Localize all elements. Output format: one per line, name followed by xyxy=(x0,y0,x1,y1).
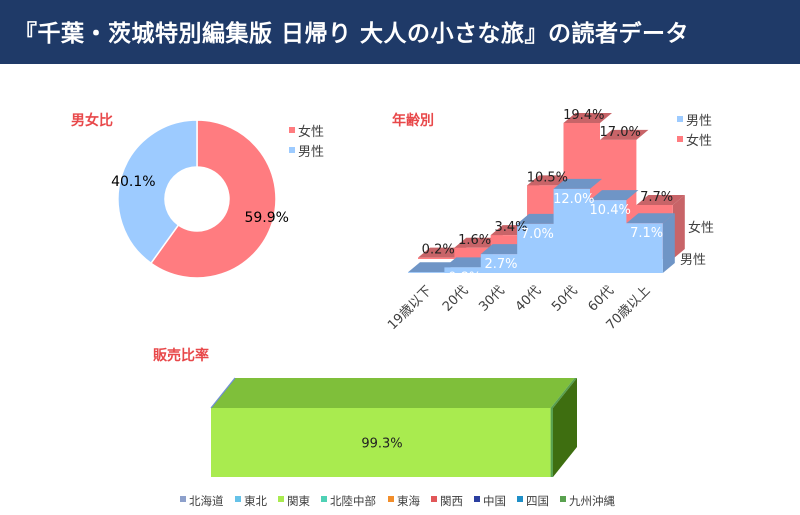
legend-label: 女性 xyxy=(298,124,324,140)
bar-segment-九州沖縄-top xyxy=(550,378,577,408)
area-step-top xyxy=(517,213,566,224)
legend-swatch xyxy=(321,496,327,502)
legend-label: 四国 xyxy=(526,494,549,508)
donut-data-label: 40.1% xyxy=(111,174,155,190)
area-step-top xyxy=(600,129,649,140)
area-side xyxy=(672,195,685,259)
area-data-label-female: 1.6% xyxy=(458,233,491,248)
legend-label: 北陸中部 xyxy=(330,494,376,508)
bar-edge xyxy=(210,377,236,409)
legend-label: 九州沖縄 xyxy=(569,494,615,508)
donut-slice-male xyxy=(117,119,198,265)
bar-segment-関東-top xyxy=(211,378,575,408)
area-category-label: 40代 xyxy=(513,283,544,314)
sales-legend: 北海道 東北 関東 北陸中部 東海 関西 中国 四国 九州沖縄 xyxy=(180,494,615,508)
area-step-top xyxy=(590,190,639,201)
area-step-top xyxy=(408,262,457,273)
legend-swatch xyxy=(677,116,683,122)
donut-slice-female xyxy=(149,119,277,279)
area-data-label-female: 7.7% xyxy=(640,190,673,205)
area-data-label-male: 0.1% xyxy=(412,275,445,290)
area-data-label-male: 7.0% xyxy=(521,227,554,242)
page-title: 『千葉・茨城特別編集版 日帰り 大人の小さな旅』の読者データ xyxy=(14,21,690,47)
legend-swatch xyxy=(431,496,437,502)
bar-segment-関東 xyxy=(211,408,551,477)
gender-donut-chart: 59.9% 40.1% xyxy=(111,119,289,279)
legend-label: 東海 xyxy=(397,494,420,508)
header-banner: 『千葉・茨城特別編集版 日帰り 大人の小さな旅』の読者データ xyxy=(0,0,800,64)
area-data-label-female: 3.4% xyxy=(494,220,527,235)
bar-side xyxy=(553,378,577,477)
area-step-top xyxy=(563,113,612,123)
area-data-label-female: 10.5% xyxy=(527,170,568,185)
age-3d-area-chart: 0.2%1.6%3.4% 10.5% 19.4% 17.0% 7.7% 0.1% 0.8%2… xyxy=(385,108,714,333)
depth-axis-label: 男性 xyxy=(680,253,706,268)
legend-swatch xyxy=(180,496,186,502)
area-step-top xyxy=(626,213,675,224)
area-category-label: 30代 xyxy=(476,283,507,314)
legend-swatch xyxy=(278,496,284,502)
area-category-label: 60代 xyxy=(586,283,617,314)
bar-data-label: 99.3% xyxy=(361,437,402,452)
area-side xyxy=(662,213,675,273)
legend-label: 東北 xyxy=(244,494,267,508)
legend-swatch xyxy=(677,136,683,142)
gender-chart-title: 男女比 xyxy=(71,113,113,129)
depth-axis-label: 女性 xyxy=(688,220,714,236)
area-step-top xyxy=(444,257,493,268)
legend-label: 関西 xyxy=(440,494,463,508)
area-data-label-male: 7.1% xyxy=(630,226,663,241)
legend-label: 北海道 xyxy=(189,494,224,508)
sales-3d-bar-chart: 99.3% xyxy=(210,377,577,477)
legend-swatch xyxy=(517,496,523,502)
legend-swatch xyxy=(474,496,480,502)
area-data-label-male: 10.4% xyxy=(590,203,631,218)
legend-swatch xyxy=(235,496,241,502)
area-data-label-female: 19.4% xyxy=(563,108,604,123)
legend-swatch xyxy=(560,496,566,502)
area-data-label-female: 17.0% xyxy=(600,125,641,140)
age-chart-title: 年齢別 xyxy=(392,113,434,129)
donut-data-label: 59.9% xyxy=(244,210,288,226)
area-data-label-male: 12.0% xyxy=(553,192,594,207)
area-data-label-male: 2.7% xyxy=(484,257,517,272)
area-series-male xyxy=(408,178,675,273)
legend-label: 中国 xyxy=(483,494,506,508)
legend-swatch xyxy=(388,496,394,502)
legend-swatch xyxy=(289,147,295,153)
area-category-label: 50代 xyxy=(549,283,580,314)
area-step-top xyxy=(454,237,503,248)
legend-label: 男性 xyxy=(686,114,712,129)
area-step-top xyxy=(636,195,685,206)
legend-swatch xyxy=(289,127,295,133)
area-data-label-male: 0.8% xyxy=(448,270,481,285)
area-step-top xyxy=(480,244,530,255)
area-step-top xyxy=(418,247,467,258)
legend-label: 関東 xyxy=(287,494,310,508)
area-step-top xyxy=(553,178,602,189)
legend-label: 男性 xyxy=(298,145,324,160)
legend-label: 女性 xyxy=(686,133,712,149)
area-front xyxy=(408,188,663,273)
area-data-label-female: 0.2% xyxy=(422,243,455,258)
bar-segment-九州沖縄 xyxy=(550,408,553,477)
area-category-label: 19歳以下 xyxy=(385,283,435,333)
sales-chart-title: 販売比率 xyxy=(153,348,209,364)
